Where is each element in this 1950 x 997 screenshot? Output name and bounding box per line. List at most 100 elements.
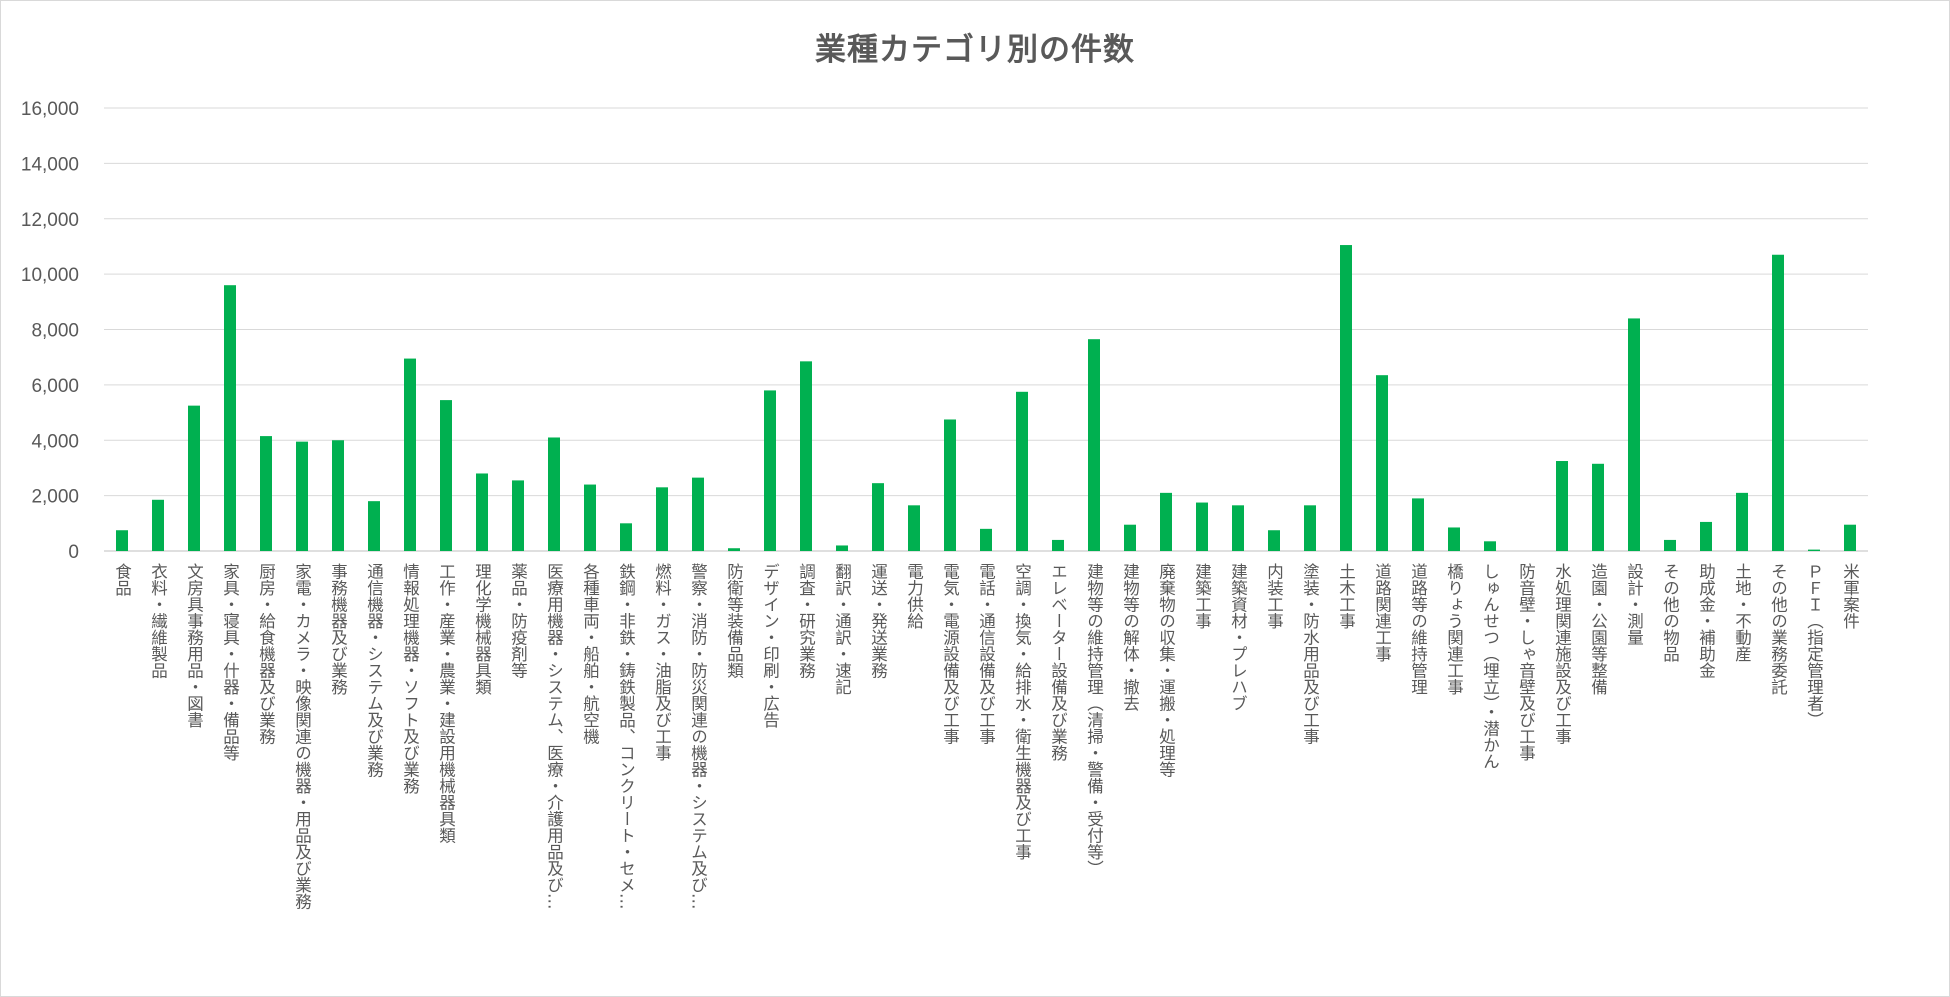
y-tick-label: 12,000 xyxy=(21,210,79,231)
bar xyxy=(764,390,776,551)
x-tick-label: 工作・産業・農業・建設用機械器具類 xyxy=(437,563,456,844)
x-tick-label: 衣料・繊維製品 xyxy=(149,563,168,679)
x-tick-label: 家具・寝具・什器・備品等 xyxy=(221,563,240,762)
x-tick-label: 廃棄物の収集・運搬・処理等 xyxy=(1157,563,1176,778)
bar xyxy=(1268,530,1280,551)
bar xyxy=(440,400,452,551)
x-tick-label: 鉄鋼・非鉄・鋳鉄製品、コンクリート・セメ… xyxy=(617,563,636,910)
x-tick-label: 電力供給 xyxy=(905,563,924,629)
bar xyxy=(1196,502,1208,551)
x-tick-label: 防音壁・しゃ音壁及び工事 xyxy=(1517,563,1536,762)
x-tick-label: 防衛等装備品類 xyxy=(725,563,744,679)
x-tick-label: 空調・換気・給排水・衛生機器及び工事 xyxy=(1013,563,1032,861)
x-tick-label: 事務機器及び業務 xyxy=(329,563,348,697)
x-tick-label: 電話・通信設備及び工事 xyxy=(977,563,996,745)
bar xyxy=(692,477,704,551)
bar xyxy=(1160,492,1172,551)
bar xyxy=(728,548,740,551)
bar xyxy=(980,528,992,551)
x-tick-label: その他の業務委託 xyxy=(1769,563,1788,695)
bar xyxy=(944,419,956,551)
bar xyxy=(1448,527,1460,551)
x-tick-label: 道路等の維持管理 xyxy=(1409,563,1428,696)
bar xyxy=(1484,541,1496,551)
y-tick-label: 14,000 xyxy=(21,154,79,175)
bar xyxy=(1664,539,1676,551)
bar xyxy=(224,285,236,551)
x-tick-label: 造園・公園等整備 xyxy=(1589,563,1608,697)
gridlines xyxy=(104,107,1868,552)
x-tick-label: 米軍案件 xyxy=(1841,563,1860,630)
bar xyxy=(1736,492,1748,551)
x-tick-label: ＰＦＩ（指定管理者） xyxy=(1805,563,1824,728)
x-tick-label: 建物等の解体・撤去 xyxy=(1121,563,1140,712)
y-tick-label: 2,000 xyxy=(31,487,79,508)
bar xyxy=(260,436,272,551)
y-tick-label: 6,000 xyxy=(31,376,79,397)
bar xyxy=(620,523,632,551)
x-tick-label: エレベーター設備及び業務 xyxy=(1049,563,1068,762)
bar xyxy=(1304,505,1316,551)
bar xyxy=(1412,498,1424,551)
x-tick-label: その他の物品 xyxy=(1661,563,1680,662)
bar xyxy=(548,437,560,551)
bar xyxy=(1700,521,1712,551)
x-tick-label: 建築工事 xyxy=(1193,563,1212,630)
bar xyxy=(800,361,812,551)
x-tick-label: 食品 xyxy=(113,563,132,597)
bar xyxy=(368,501,380,551)
x-tick-label: 建物等の維持管理（清掃・警備・受付等） xyxy=(1085,563,1104,877)
x-tick-label: 土木工事 xyxy=(1337,563,1356,630)
bar xyxy=(332,440,344,551)
bar xyxy=(476,473,488,551)
x-axis: 食品 衣料・繊維製品 文房具事務用品・図書 家具・寝具・什器・備品等 厨房・給食機器及び… xyxy=(113,562,1860,911)
bar xyxy=(188,405,200,551)
x-tick-label: 理化学機械器具類 xyxy=(473,563,492,695)
bar xyxy=(836,545,848,551)
x-tick-label: 各種車両・船舶・航空機 xyxy=(581,563,600,746)
x-tick-label: 道路関連工事 xyxy=(1373,563,1392,663)
x-tick-label: 警察・消防・防災関連の機器・システム及び… xyxy=(689,563,708,910)
x-tick-label: 調査・研究業務 xyxy=(797,563,816,680)
x-tick-label: 水処理関連施設及び工事 xyxy=(1553,563,1572,745)
y-tick-label: 16,000 xyxy=(21,99,79,120)
chart-title: 業種カテゴリ別の件数 xyxy=(815,32,1135,68)
bar xyxy=(872,483,884,551)
bar xyxy=(1088,339,1100,551)
x-tick-label: 橋りょう関連工事 xyxy=(1445,563,1464,696)
x-tick-label: 塗装・防水用品及び工事 xyxy=(1301,562,1320,745)
bar xyxy=(908,505,920,551)
bar xyxy=(1376,375,1388,551)
y-tick-label: 8,000 xyxy=(31,321,79,342)
y-tick-label: 4,000 xyxy=(31,431,79,452)
x-tick-label: 厨房・給食機器及び業務 xyxy=(257,563,276,746)
bar xyxy=(404,358,416,551)
bar xyxy=(1016,391,1028,551)
x-tick-label: 建築資材・プレハブ xyxy=(1229,563,1248,712)
bar xyxy=(1232,505,1244,551)
bar xyxy=(152,499,164,551)
x-tick-label: 通信機器・システム及び業務 xyxy=(365,563,384,779)
bar xyxy=(1844,524,1856,551)
x-tick-label: 内装工事 xyxy=(1265,563,1284,630)
x-tick-label: 運送・発送業務 xyxy=(869,563,888,680)
x-tick-label: 薬品・防疫剤等 xyxy=(509,563,528,679)
y-axis: 0 2,000 4,000 6,000 8,000 10,000 12,000 14,000 1… xyxy=(21,99,79,563)
bar xyxy=(296,441,308,551)
bar xyxy=(1340,245,1352,551)
bars xyxy=(116,245,1856,551)
x-tick-label: 医療用機器・システム、医療・介護用品及び… xyxy=(545,563,564,910)
bar xyxy=(1556,461,1568,551)
x-tick-label: 燃料・ガス・油脂及び工事 xyxy=(653,563,672,762)
x-tick-label: 土地・不動産 xyxy=(1733,563,1752,663)
bar xyxy=(1592,463,1604,551)
x-tick-label: しゅんせつ（埋立）・潜かん xyxy=(1481,563,1500,769)
bar xyxy=(584,484,596,551)
x-tick-label: 設計・測量 xyxy=(1625,563,1644,646)
bar xyxy=(1808,549,1820,551)
bar xyxy=(1052,539,1064,551)
bar xyxy=(116,530,128,551)
y-tick-label: 0 xyxy=(68,542,79,563)
